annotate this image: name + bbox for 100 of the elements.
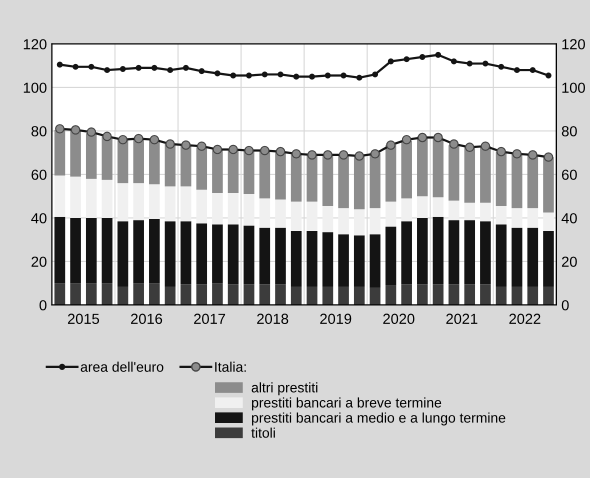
- point: [386, 140, 396, 150]
- bar: [54, 176, 66, 217]
- x-tick-label: 2015: [68, 314, 100, 324]
- point: [260, 146, 270, 156]
- bar: [164, 221, 176, 286]
- y2-tick-label: 80: [562, 126, 577, 136]
- bar: [259, 198, 270, 228]
- point: [56, 62, 63, 68]
- bar: [259, 284, 270, 305]
- bar: [212, 283, 223, 305]
- y-tick-label: 20: [32, 256, 46, 267]
- bar: [322, 206, 334, 232]
- bar: [401, 198, 412, 222]
- bar: [543, 286, 554, 305]
- x-tick-label: 2018: [257, 314, 288, 324]
- point: [230, 72, 236, 78]
- y2-tick-label: 120: [562, 39, 585, 50]
- bar: [244, 226, 254, 284]
- point: [466, 60, 473, 67]
- bar: [385, 285, 396, 305]
- bar: [464, 202, 476, 220]
- bar: [290, 286, 302, 305]
- point: [372, 71, 378, 78]
- x-tick-label: 2017: [194, 314, 226, 324]
- point: [120, 66, 126, 72]
- point: [104, 67, 110, 74]
- y-tick-label: 100: [24, 82, 46, 93]
- bar: [228, 284, 239, 305]
- bar: [338, 208, 349, 234]
- y-tick-label: 0: [40, 300, 46, 310]
- point: [309, 74, 316, 80]
- point: [388, 58, 394, 64]
- bar: [480, 202, 491, 222]
- point: [102, 132, 112, 142]
- point: [212, 144, 222, 154]
- bar: [149, 184, 160, 220]
- point: [118, 134, 128, 144]
- point: [449, 139, 459, 149]
- point: [338, 150, 348, 160]
- y-tick-label: 60: [32, 170, 46, 180]
- bar: [290, 202, 302, 232]
- bar: [290, 231, 302, 286]
- bar: [448, 220, 460, 284]
- point: [370, 149, 380, 159]
- point: [419, 54, 426, 60]
- bar: [432, 284, 444, 305]
- point: [136, 64, 142, 71]
- point: [244, 146, 254, 156]
- point: [464, 142, 474, 152]
- bar: [480, 221, 491, 284]
- point: [86, 127, 96, 137]
- bar: [102, 180, 112, 218]
- bar: [196, 223, 208, 284]
- bar: [354, 286, 365, 305]
- bar: [102, 218, 112, 284]
- bar: [164, 286, 176, 305]
- bar: [527, 228, 538, 286]
- point: [356, 74, 362, 81]
- point: [228, 144, 238, 154]
- legend-label: prestiti bancari a breve termine: [252, 397, 442, 410]
- point: [182, 64, 189, 71]
- bar: [133, 183, 144, 220]
- bar: [338, 286, 349, 305]
- point: [150, 134, 160, 144]
- point: [433, 132, 443, 142]
- point: [262, 71, 268, 78]
- point: [514, 67, 520, 74]
- bar: [401, 284, 412, 305]
- bar: [70, 283, 81, 305]
- x-tick-label: 2020: [383, 314, 414, 324]
- bar: [448, 200, 460, 220]
- point: [354, 151, 364, 161]
- y-tick-label: 40: [31, 213, 46, 224]
- point: [435, 52, 442, 58]
- bar: [180, 221, 192, 284]
- bar: [149, 219, 160, 284]
- point: [198, 68, 205, 74]
- bar: [70, 218, 81, 284]
- legend-label: Italia:: [215, 362, 246, 372]
- point: [293, 74, 300, 80]
- point: [196, 141, 206, 151]
- bar: [322, 232, 334, 286]
- point: [402, 134, 412, 144]
- point: [482, 60, 488, 67]
- bar: [417, 218, 428, 284]
- bar: [322, 286, 334, 305]
- bar: [275, 284, 286, 305]
- bar: [244, 284, 254, 305]
- bar: [54, 216, 66, 284]
- bar: [370, 288, 380, 305]
- bar: [512, 228, 522, 286]
- bar: [196, 284, 208, 305]
- bar: [86, 283, 97, 305]
- y2-tick-label: 0: [562, 300, 569, 310]
- y-tick-label: 120: [24, 39, 46, 50]
- bar: [259, 228, 270, 284]
- bar: [512, 208, 522, 228]
- bar: [480, 284, 491, 305]
- bar: [70, 176, 81, 218]
- bar: [543, 231, 554, 286]
